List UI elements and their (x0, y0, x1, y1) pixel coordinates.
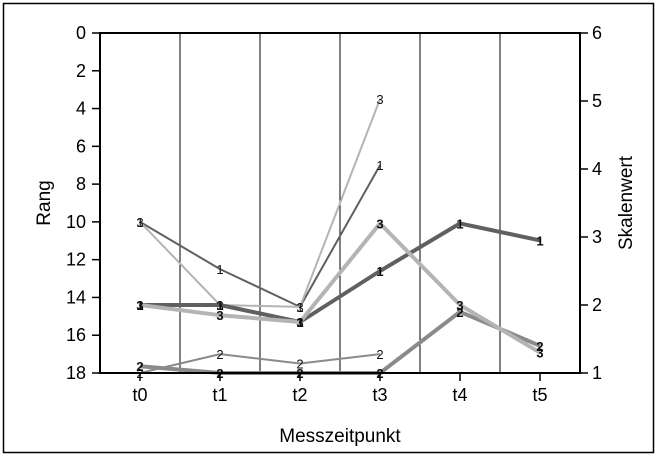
point-label: 2 (136, 359, 143, 374)
right-tick-label: 1 (592, 363, 602, 383)
left-tick-label: 0 (76, 23, 86, 43)
point-label: 1 (136, 215, 143, 230)
left-tick-label: 6 (76, 136, 86, 156)
point-label: 1 (536, 233, 543, 248)
point-label: 1 (136, 298, 143, 313)
point-label: 1 (296, 315, 303, 330)
point-label: 3 (136, 215, 143, 230)
left-tick-label: 10 (66, 212, 86, 232)
point-label: 2 (376, 347, 383, 362)
x-axis: t0 t1 t2 t3 t4 t5 (132, 373, 548, 405)
point-label: 3 (536, 346, 543, 361)
right-tick-label: 4 (592, 159, 602, 179)
x-tick-label: t4 (452, 385, 467, 405)
point-label: 3 (136, 298, 143, 313)
x-tick-label: t3 (372, 385, 387, 405)
y-axis-title-right: Skalenwert (616, 155, 637, 250)
point-label: 2 (296, 357, 303, 372)
right-tick-label: 3 (592, 227, 602, 247)
series-line (139, 353, 381, 374)
point-label: 2 (456, 305, 463, 320)
x-tick-label: t0 (132, 385, 147, 405)
point-label: 3 (376, 92, 383, 107)
point-label: 3 (216, 298, 223, 313)
point-label: 3 (216, 308, 223, 323)
series-line (139, 164, 381, 308)
point-label: 3 (376, 216, 383, 231)
left-tick-label: 4 (76, 99, 86, 119)
point-label: 3 (456, 298, 463, 313)
left-axis: 0 2 4 6 8 10 12 14 16 18 (66, 23, 100, 383)
left-tick-label: 2 (76, 61, 86, 81)
point-label: 3 (296, 300, 303, 315)
point-label: 2 (536, 339, 543, 354)
x-axis-title: Messzeitpunkt (279, 426, 401, 447)
plot-area-border (99, 32, 581, 374)
right-tick-label: 5 (592, 91, 602, 111)
point-label: 1 (376, 158, 383, 173)
right-tick-label: 6 (592, 23, 602, 43)
x-tick-label: t5 (532, 385, 547, 405)
point-label: 2 (216, 347, 223, 362)
y-axis-title-left: Rang (34, 180, 55, 225)
outer-border (2, 2, 655, 454)
x-tick-label: t2 (292, 385, 307, 405)
point-label: 1 (456, 216, 463, 231)
point-label: 3 (296, 315, 303, 330)
point-label: 1 (216, 298, 223, 313)
left-tick-label: 18 (66, 363, 86, 383)
left-tick-label: 14 (66, 287, 86, 307)
series-line (139, 98, 381, 308)
vertical-gridlines (179, 33, 501, 373)
point-label: 1 (216, 262, 223, 277)
point-label: 1 (376, 264, 383, 279)
series-line (140, 221, 541, 324)
right-axis: 1 2 3 4 5 6 (580, 23, 602, 383)
left-tick-label: 8 (76, 174, 86, 194)
left-tick-label: 12 (66, 250, 86, 270)
right-tick-label: 2 (592, 295, 602, 315)
x-tick-label: t1 (212, 385, 227, 405)
point-label: 1 (296, 300, 303, 315)
series-line (139, 221, 542, 355)
left-tick-label: 16 (66, 325, 86, 345)
